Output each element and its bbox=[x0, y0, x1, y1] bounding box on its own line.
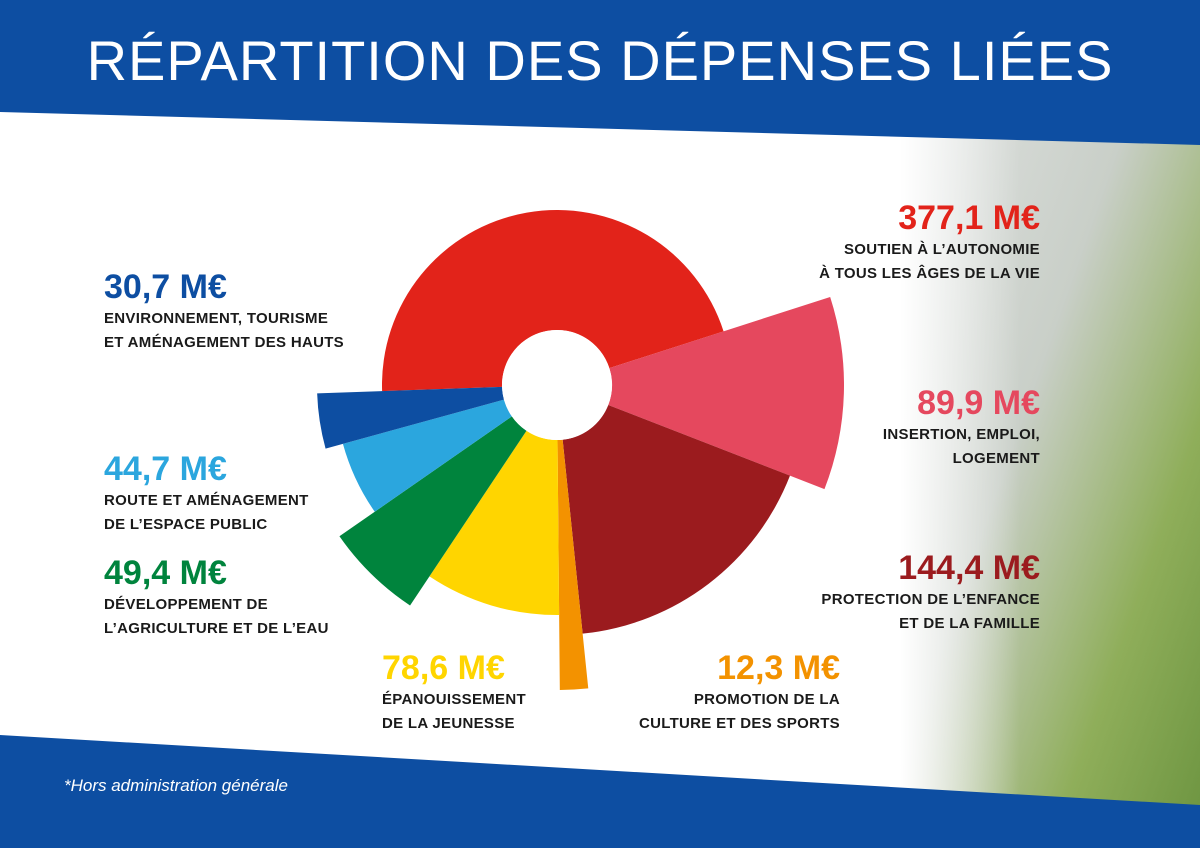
value-label: 78,6 M€ bbox=[382, 649, 505, 687]
donut-segment bbox=[342, 399, 512, 512]
category-label: PROMOTION DE LA CULTURE ET DES SPORTS bbox=[638, 691, 840, 732]
segment-label: 49,4 M€ DÉVELOPPEMENT DE L’AGRICULTURE ET… bbox=[104, 553, 404, 641]
segment-label: 377,1 M€ SOUTIEN À L’AUTONOMIE À TOUS LES… bbox=[740, 198, 1040, 286]
footer-band bbox=[0, 735, 1200, 848]
segment-label: 89,9 M€ INSERTION, EMPLOI, LOGEMENT bbox=[740, 383, 1040, 471]
category-label: ÉPANOUISSEMENT DE LA JEUNESSE bbox=[382, 691, 526, 732]
value-label: 49,4 M€ bbox=[104, 554, 227, 592]
value-label: 44,7 M€ bbox=[104, 450, 227, 488]
donut-segment bbox=[339, 416, 527, 606]
segment-label: 12,3 M€ PROMOTION DE LA CULTURE ET DES SP… bbox=[540, 648, 840, 736]
title: RÉPARTITION DES DÉPENSES LIÉES bbox=[86, 29, 1114, 92]
donut-segment bbox=[382, 209, 724, 392]
value-label: 377,1 M€ bbox=[898, 199, 1040, 237]
donut bbox=[317, 209, 844, 690]
category-label: SOUTIEN À L’AUTONOMIE À TOUS LES ÂGES DE… bbox=[819, 241, 1040, 282]
photo-fade bbox=[900, 0, 1020, 848]
value-label: 89,9 M€ bbox=[917, 384, 1040, 422]
donut-segment bbox=[562, 404, 790, 634]
category-label: ENVIRONNEMENT, TOURISME ET AMÉNAGEMENT D… bbox=[104, 310, 344, 351]
value-label: 30,7 M€ bbox=[104, 268, 227, 306]
header-band bbox=[0, 0, 1200, 145]
segment-label: 144,4 M€ PROTECTION DE L’ENFANCE ET DE LA… bbox=[740, 548, 1040, 636]
donut-segment bbox=[608, 296, 844, 490]
category-label: INSERTION, EMPLOI, LOGEMENT bbox=[882, 426, 1040, 467]
category-label: PROTECTION DE L’ENFANCE ET DE LA FAMILLE bbox=[821, 591, 1040, 632]
donut-segment bbox=[317, 386, 504, 449]
donut-segment bbox=[429, 430, 560, 615]
category-label: ROUTE ET AMÉNAGEMENT DE L’ESPACE PUBLIC bbox=[104, 492, 309, 533]
category-label: DÉVELOPPEMENT DE L’AGRICULTURE ET DE L’E… bbox=[104, 596, 329, 637]
donut-hole bbox=[502, 330, 612, 440]
segment-label: 78,6 M€ ÉPANOUISSEMENT DE LA JEUNESSE bbox=[382, 648, 682, 736]
donut-segment bbox=[557, 439, 589, 690]
segment-label: 30,7 M€ ENVIRONNEMENT, TOURISME ET AMÉNAG… bbox=[104, 267, 404, 355]
footnote: *Hors administration générale bbox=[64, 776, 288, 795]
value-label: 144,4 M€ bbox=[898, 549, 1040, 587]
value-label: 12,3 M€ bbox=[717, 649, 840, 687]
segment-label: 44,7 M€ ROUTE ET AMÉNAGEMENT DE L’ESPACE … bbox=[104, 449, 404, 537]
